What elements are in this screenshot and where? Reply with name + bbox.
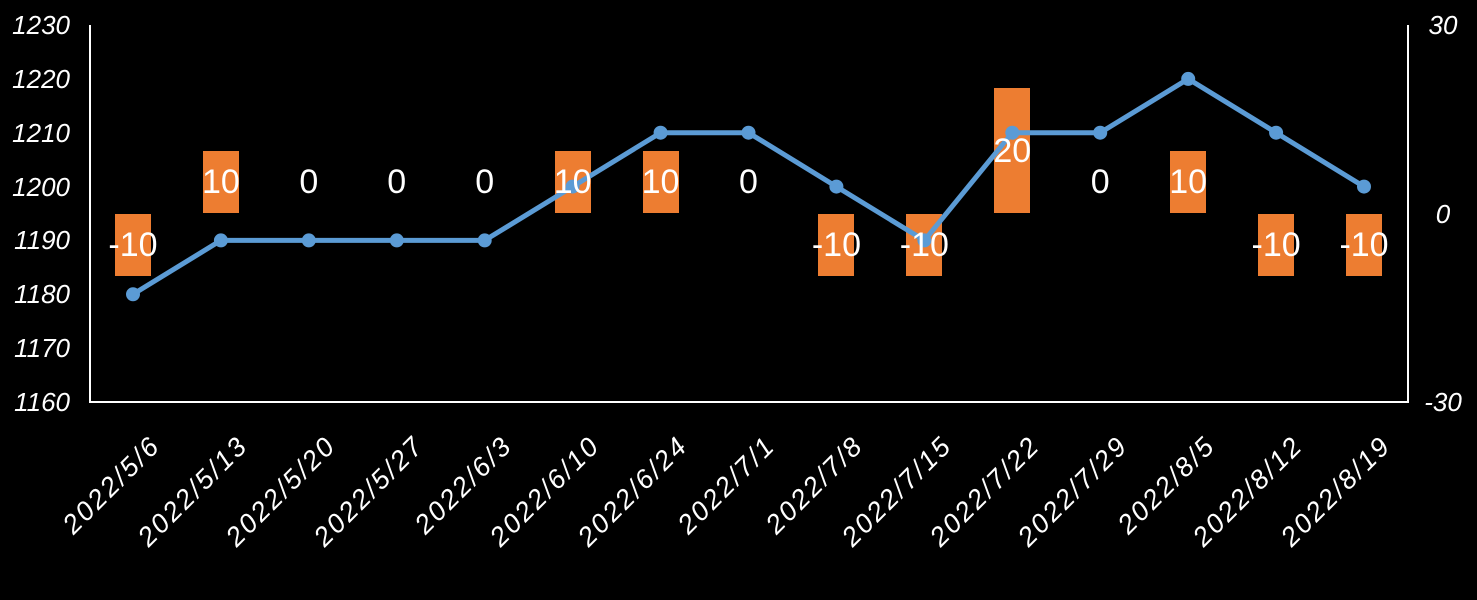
y-axis-left-tick-label: 1190 — [14, 225, 70, 256]
y-axis-left-tick-label: 1210 — [12, 117, 70, 148]
bar-data-label: 10 — [553, 163, 592, 202]
line-point-marker — [126, 287, 140, 302]
y-axis-left-tick-label: 1220 — [12, 63, 70, 94]
bar-data-label: 0 — [739, 163, 758, 202]
y-axis-right-line — [1407, 25, 1409, 403]
bar-data-label: 0 — [1090, 163, 1110, 202]
bar-data-label: -10 — [108, 225, 158, 264]
bar-data-label: -10 — [1339, 225, 1389, 264]
y-axis-right-tick-label: -30 — [1424, 387, 1462, 417]
bar-data-label: 10 — [641, 163, 680, 202]
bar-data-label: -10 — [811, 225, 861, 264]
y-axis-left-tick-label: 1180 — [14, 279, 70, 310]
line-point-marker — [917, 233, 932, 248]
bar-data-label: 0 — [475, 163, 495, 202]
line-point-marker — [741, 125, 756, 140]
bar-data-label: -10 — [899, 225, 949, 264]
line-point-marker — [1005, 125, 1020, 140]
y-axis-left-tick-label: 1160 — [14, 387, 70, 417]
line-point-marker — [829, 179, 844, 194]
line-point-marker — [653, 125, 668, 140]
bar — [114, 213, 151, 277]
bar — [1346, 213, 1383, 277]
y-axis-left-line — [89, 25, 91, 403]
bar — [818, 213, 855, 277]
line-point-marker — [477, 233, 492, 248]
y-axis-left-tick-label: 1200 — [12, 171, 70, 202]
line-point-marker — [389, 233, 404, 248]
line-point-marker — [565, 179, 580, 194]
bar-data-label: 0 — [387, 163, 407, 202]
bar-data-label: 0 — [299, 163, 319, 202]
line-point-marker — [213, 233, 228, 248]
bar-data-label: 20 — [993, 131, 1032, 170]
bar — [202, 150, 239, 214]
bar — [642, 150, 679, 214]
bar-data-label: -10 — [1251, 225, 1301, 264]
y-axis-right-tick-label: 0 — [1435, 198, 1451, 229]
line-point-marker — [1269, 125, 1284, 140]
y-axis-right-tick-label: 30 — [1428, 10, 1458, 40]
y-axis-left-tick-label: 1230 — [12, 10, 70, 40]
x-axis-line — [89, 401, 1409, 403]
bar — [1170, 150, 1207, 214]
bar-data-label: 10 — [1169, 163, 1208, 202]
line-point-marker — [1181, 71, 1196, 86]
bar-data-label: 10 — [201, 163, 240, 202]
y-axis-left-tick-label: 1170 — [14, 333, 70, 364]
bar — [1258, 213, 1295, 277]
line-point-marker — [1357, 179, 1371, 194]
line-point-marker — [1093, 125, 1108, 140]
line-point-marker — [301, 233, 316, 248]
